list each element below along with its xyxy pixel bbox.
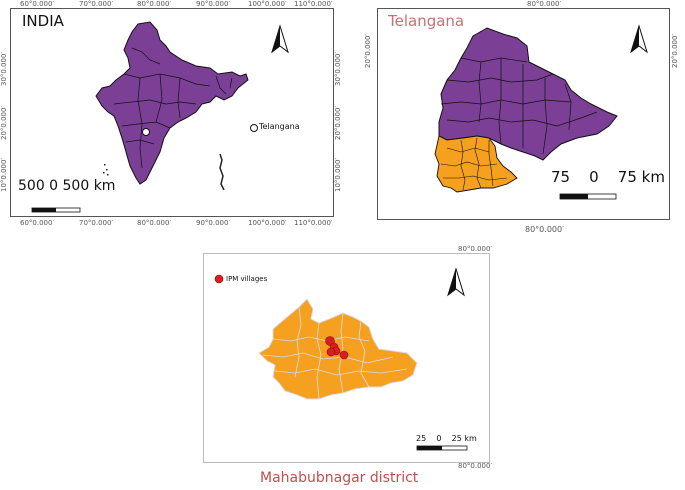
telangana-map-title: Telangana (388, 12, 465, 30)
scale-bar (31, 207, 81, 213)
district-caption: Mahabubnagar district (260, 470, 419, 486)
lon-tick: 60°0.000′ (20, 219, 55, 227)
ipm-village (339, 350, 349, 360)
lon-tick: 70°0.000′ (79, 0, 114, 8)
lat-tick: 20°0.000′ (334, 105, 342, 140)
lon-tick: 70°0.000′ (79, 219, 114, 227)
lon-tick: 80°0.000′ (458, 245, 493, 253)
lon-tick: 80°0.000′ (137, 219, 172, 227)
lat-tick: 10°0.000′ (0, 157, 8, 192)
lat-tick: 30°0.000′ (334, 51, 342, 86)
telangana-marker (142, 128, 150, 136)
lon-tick: 80°0.000′ (525, 225, 564, 234)
lon-tick: 80°0.000′ (137, 0, 172, 8)
india-scale-text: 500 0 500 km (18, 178, 116, 194)
lat-tick: 10°0.000′ (334, 157, 342, 192)
lon-tick: 100°0.000′ (248, 219, 287, 227)
lon-tick: 80°0.000′ (527, 0, 562, 8)
lon-tick: 100°0.000′ (248, 0, 287, 8)
scale-bar (559, 193, 617, 200)
india-legend-label: Telangana (259, 122, 300, 131)
lon-tick: 90°0.000′ (196, 0, 231, 8)
telangana-scale-text: 75 0 75 km (551, 168, 665, 186)
scale-bar (416, 445, 468, 451)
ipm-legend-label: IPM villages (226, 275, 268, 283)
north-arrow-icon (630, 24, 648, 54)
lat-tick: 30°0.000′ (0, 51, 8, 86)
north-arrow-icon (447, 267, 465, 297)
ipm-legend-marker (214, 274, 224, 284)
lat-tick: 20°0.000′ (671, 33, 679, 68)
ipm-village (326, 347, 336, 357)
legend-marker (250, 124, 258, 132)
lon-tick: 110°0.000′ (294, 219, 333, 227)
district-scale-text: 25 0 25 km (416, 434, 477, 443)
lon-tick: 110°0.000′ (294, 0, 333, 8)
lat-tick: 20°0.000′ (364, 33, 372, 68)
lon-tick: 90°0.000′ (196, 219, 231, 227)
india-map-title: INDIA (22, 12, 64, 30)
lon-tick: 60°0.000′ (20, 0, 55, 8)
district-map (214, 267, 468, 451)
lat-tick: 20°0.000′ (0, 105, 8, 140)
lon-tick: 80°0.000′ (458, 462, 493, 470)
north-arrow-icon (271, 24, 289, 54)
india-outline (31, 21, 289, 213)
ipm-villages (325, 336, 349, 360)
telangana-map (434, 24, 648, 200)
